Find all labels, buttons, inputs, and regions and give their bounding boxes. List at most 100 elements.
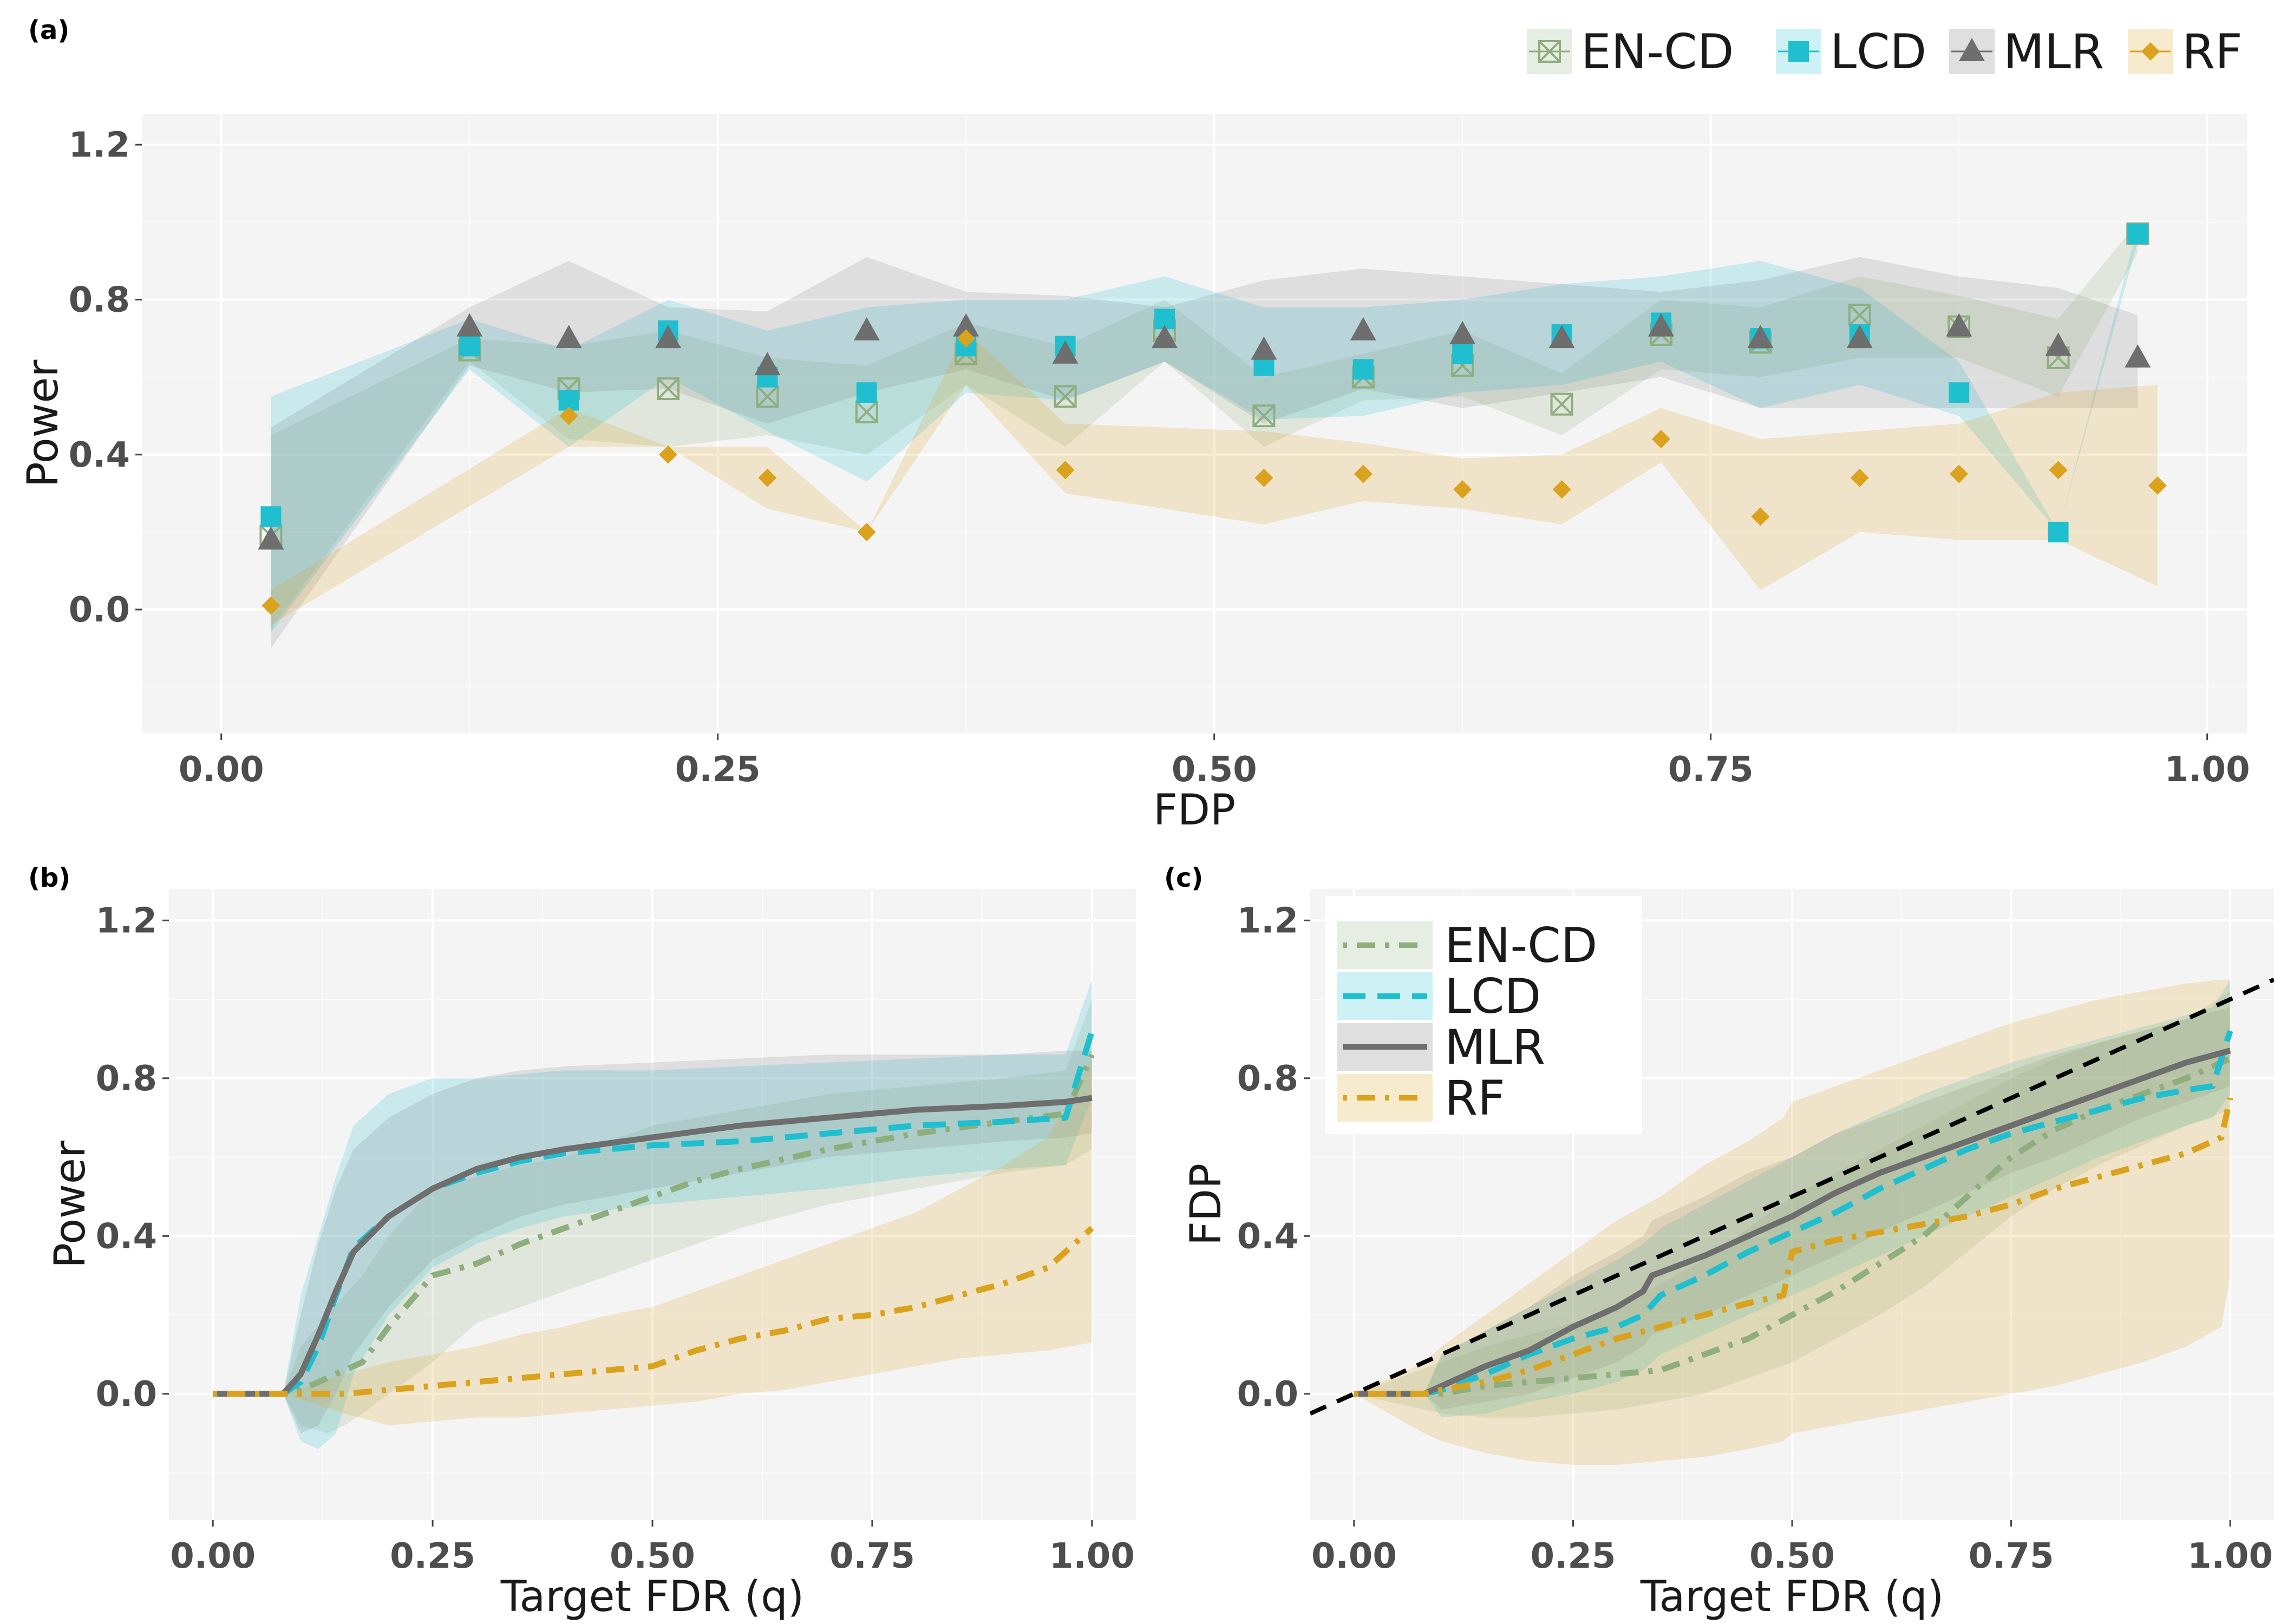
band-en-cd [213,999,1092,1433]
legend-top: EN-CD LCD MLR RF [1527,24,2243,80]
point-mlr [1151,325,1178,349]
point-mlr [1350,317,1376,340]
marker-cross-b [657,377,679,400]
point-lcd [260,506,282,527]
legend-label-mlr: MLR [2003,24,2104,80]
x-axis-title: Target FDR (q) [500,1573,804,1621]
point-rf [1751,507,1770,526]
point-mlr [556,325,582,349]
marker-square-outline [1252,404,1276,428]
series-line-lcd [213,1030,1095,1397]
y-tick-label: 0.4 [1237,1216,1298,1256]
point-en-cd [657,377,679,401]
x-tick-label: 0.25 [390,1536,475,1576]
point-mlr [1946,313,1972,337]
x-tick-label: 0.25 [1531,1536,1616,1576]
series-line-mlr [1354,1047,2231,1397]
band-mlr [271,257,2138,649]
series-line-rf [213,1226,1094,1397]
point-mlr [456,313,483,337]
point-rf [1056,461,1075,480]
band-rf [271,330,2158,625]
marker-square-outline [1054,385,1077,408]
legend-key-marker-en-cd [1538,40,1561,63]
series-line-rf [1354,1097,2233,1397]
point-mlr [1648,313,1674,337]
point-lcd [1452,343,1473,364]
point-rf [2148,476,2167,495]
point-mlr [1548,325,1575,349]
panel-a: 0.00 0.25 0.50 0.75 1.00 0.0 0.4 0.8 1.2 FDP Power… [19,15,2250,835]
x-axis-title: FDP [1153,786,1236,835]
y-axis-title: FDP [1182,1163,1231,1246]
marker-square-outline [1550,392,1573,416]
legend-label-rf: RF [1445,1070,1505,1126]
point-rf [758,468,777,487]
legend-label-en-cd: EN-CD [1445,918,1597,973]
point-rf [1453,480,1472,499]
marker-square-outline [657,377,679,401]
legend-key-marker-lcd [1788,41,1809,62]
point-mlr [754,352,781,376]
point-mlr [853,317,880,340]
panel-tag: (c) [1164,863,1203,893]
x-tick-label: 0.75 [1668,750,1754,790]
point-rf [559,407,578,425]
y-tick-label: 0.4 [96,1216,157,1256]
x-tick-label: 0.25 [675,750,761,790]
point-mlr [953,313,979,337]
legend-label-lcd: LCD [1445,968,1541,1024]
point-lcd [856,382,877,403]
y-tick-label: 0.0 [1237,1374,1298,1415]
point-rf [1354,464,1373,483]
point-rf [262,596,280,615]
point-lcd [2048,521,2069,542]
point-rf [957,329,976,348]
point-en-cd [1252,404,1276,428]
point-mlr [1449,320,1476,344]
x-tick-label: 1.00 [2165,750,2250,790]
marker-cross-b [1252,404,1275,427]
plot-area [1310,977,2274,1465]
point-rf [1552,480,1571,499]
y-tick-label: 0.8 [69,280,130,320]
x-tick-label: 1.00 [1049,1536,1135,1576]
marker-square-outline [1538,40,1561,63]
x-tick-label: 0.00 [179,750,264,790]
band-rf [1354,979,2231,1465]
x-tick-label: 0.75 [1969,1536,2054,1576]
marker-cross-b [855,401,878,423]
marker-cross-b [1054,385,1076,408]
band-lcd [213,979,1092,1449]
point-mlr [1052,340,1079,364]
panel-c: 0.00 0.25 0.50 0.75 1.00 0.0 0.4 0.8 1.2 Target F… [1164,863,2274,1621]
legend-label-mlr: MLR [1445,1019,1545,1075]
y-tick-label: 0.8 [96,1059,157,1099]
band-rf [213,1058,1092,1426]
marker-cross-b [756,385,779,408]
legend-key-marker-mlr [1959,38,1985,61]
y-tick-label: 0.0 [96,1374,157,1415]
x-tick-label: 0.00 [170,1536,256,1576]
point-en-cd [1550,392,1573,416]
point-mlr [1251,336,1277,360]
point-rf [857,522,876,541]
point-mlr [258,526,284,550]
point-mlr [655,325,681,349]
band-mlr [213,1050,1092,1433]
legend-label-en-cd: EN-CD [1581,24,1734,80]
y-tick-label: 1.2 [1237,901,1298,941]
point-rf [1254,468,1273,487]
plot-area [258,222,2167,649]
legend-key-marker-rf [2141,42,2160,61]
point-mlr [1846,325,1873,349]
y-tick-label: 0.4 [69,435,130,475]
x-tick-label: 1.00 [2187,1536,2273,1576]
x-axis-title: Target FDR (q) [1640,1573,1944,1621]
series-line-mlr [213,1095,1093,1397]
identity-reference-line [1310,977,2274,1416]
marker-cross-b [1538,40,1561,63]
point-rf [1950,464,1969,483]
point-lcd [1949,382,1970,403]
